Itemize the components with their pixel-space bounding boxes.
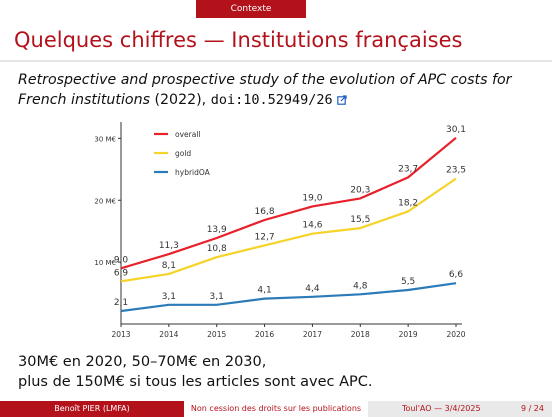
study-year: (2022),: [149, 92, 211, 108]
data-label-overall: 23,7: [398, 164, 418, 174]
data-label-overall: 19,0: [302, 193, 322, 203]
external-link-icon[interactable]: [336, 95, 347, 105]
data-label-gold: 14,6: [302, 221, 322, 231]
data-label-gold: 18,2: [398, 198, 418, 208]
data-label-gold: 12,7: [255, 232, 275, 242]
apc-cost-chart: 10 M€ 20 M€ 30 M€ 2013 2014 2015 2016 2017 2018 2…: [94, 122, 466, 339]
data-label-hybridOA: 4,4: [305, 284, 320, 294]
legend-label-hybridOA: hybridOA: [175, 168, 211, 177]
data-label-hybridOA: 3,1: [162, 292, 176, 302]
y-tick-label: 10 M€: [94, 259, 116, 267]
y-tick-label: 20 M€: [94, 197, 116, 205]
data-label-overall: 30,1: [446, 125, 466, 135]
summary-line-2: plus de 150M€ si tous les articles sont …: [18, 374, 373, 390]
series-line-hybridOA: [120, 282, 457, 313]
legend-label-gold: gold: [175, 149, 191, 158]
section-tab[interactable]: Contexte: [196, 0, 306, 18]
header-bar: Contexte: [0, 0, 552, 18]
footer-author[interactable]: Benoît PIER (LMFA): [0, 401, 184, 417]
x-tick-label: 2014: [159, 330, 178, 339]
data-label-gold: 6,9: [114, 268, 129, 278]
summary-line-1: 30M€ en 2020, 50–70M€ en 2030,: [18, 354, 267, 370]
footer-conference[interactable]: Toul'AO — 3/4/2025 9 / 24: [368, 401, 552, 417]
data-label-gold: 15,5: [350, 215, 370, 225]
slide-title: Quelques chiffres — Institutions françai…: [14, 28, 463, 52]
data-label-hybridOA: 2,1: [114, 298, 128, 308]
x-tick-label: 2020: [446, 330, 465, 339]
footer-talk-title[interactable]: Non cession des droits sur les publicati…: [184, 401, 368, 417]
y-tick-label: 30 M€: [94, 135, 116, 143]
series-line-gold: [120, 177, 457, 283]
study-title: Retrospective and prospective study of t…: [18, 72, 512, 108]
data-label-hybridOA: 3,1: [210, 292, 224, 302]
summary-text: 30M€ en 2020, 50–70M€ en 2030, plus de 1…: [18, 352, 372, 392]
data-label-gold: 10,8: [207, 244, 227, 254]
footer: Benoît PIER (LMFA) Non cession des droit…: [0, 401, 552, 417]
x-tick-label: 2016: [255, 330, 274, 339]
slide-subtitle: Retrospective and prospective study of t…: [18, 70, 538, 110]
data-label-hybridOA: 4,8: [353, 281, 368, 291]
x-tick-label: 2018: [351, 330, 370, 339]
x-tick-label: 2017: [303, 330, 322, 339]
data-label-overall: 13,9: [207, 225, 227, 235]
page-number: 9 / 24: [520, 404, 544, 413]
data-label-gold: 23,5: [446, 166, 466, 176]
data-label-overall: 20,3: [350, 185, 370, 195]
x-tick-label: 2013: [111, 330, 130, 339]
series-line-overall: [120, 136, 457, 270]
x-tick-label: 2015: [207, 330, 226, 339]
data-label-overall: 11,3: [159, 241, 179, 251]
title-divider: [0, 60, 552, 62]
data-label-overall: 9,0: [114, 255, 129, 265]
data-label-hybridOA: 4,1: [257, 286, 271, 296]
data-label-hybridOA: 5,5: [401, 277, 415, 287]
data-label-gold: 8,1: [162, 261, 176, 271]
data-label-overall: 16,8: [255, 207, 275, 217]
footer-conference-name: Toul'AO — 3/4/2025: [402, 404, 481, 413]
legend-label-overall: overall: [175, 130, 201, 139]
x-tick-label: 2019: [399, 330, 418, 339]
data-label-hybridOA: 6,6: [449, 270, 464, 280]
doi-link[interactable]: doi:10.52949/26: [210, 92, 333, 108]
